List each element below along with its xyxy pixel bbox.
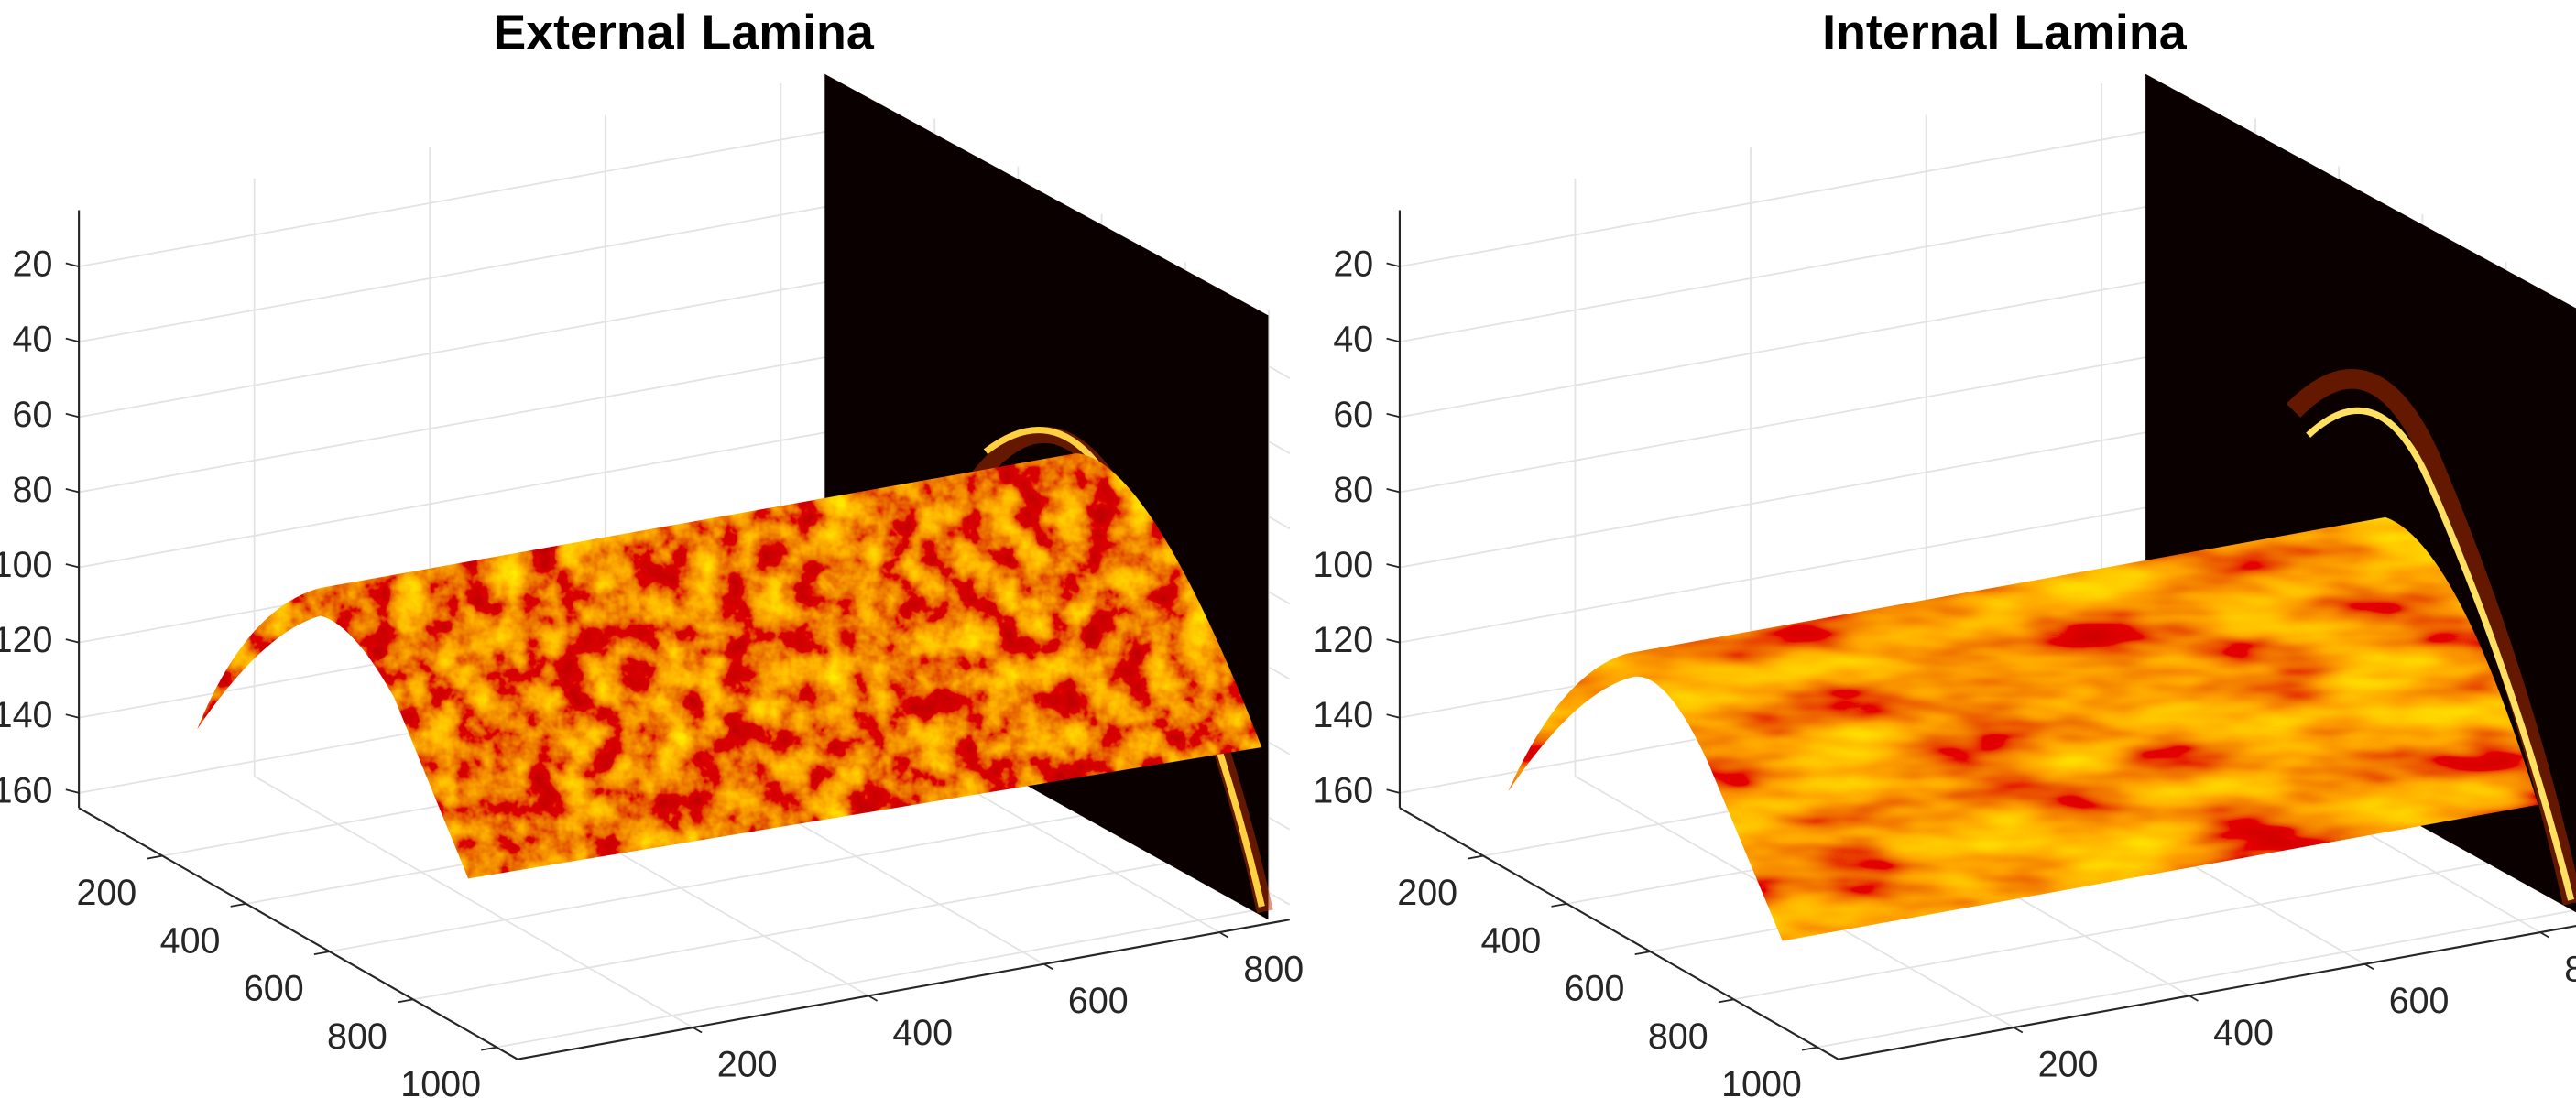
x-tick-label: 600 <box>1068 981 1129 1021</box>
z-tick-label: 160 <box>0 770 52 810</box>
y-tick-label: 200 <box>1397 873 1457 913</box>
x-tick <box>1043 962 1053 971</box>
x-tick-label: 400 <box>2213 1013 2274 1053</box>
grid-line <box>78 125 852 268</box>
grid-line <box>1399 125 2172 268</box>
x-axis <box>1838 924 2576 1060</box>
z-tick <box>65 563 80 569</box>
grid-line <box>1399 352 2172 494</box>
z-tick-label: 100 <box>1313 545 1373 585</box>
x-tick-label: 800 <box>1243 950 1304 990</box>
z-tick <box>1386 262 1401 267</box>
grid-line <box>1733 859 2506 1001</box>
z-tick <box>1386 788 1401 794</box>
z-tick-label: 80 <box>13 470 53 510</box>
y-tick <box>481 1046 497 1051</box>
z-tick-label: 160 <box>1313 770 1373 810</box>
surface <box>197 452 1262 879</box>
slice-arch <box>2306 407 2575 901</box>
x-tick-label: 600 <box>2389 981 2450 1021</box>
y-tick-label: 800 <box>1648 1016 1708 1057</box>
grid-line <box>78 352 852 494</box>
z-tick-label: 60 <box>1333 395 1373 435</box>
x-tick-label: 200 <box>2038 1044 2099 1084</box>
grid-line <box>1399 427 2172 569</box>
grid-line <box>1399 201 2172 343</box>
x-tick <box>693 1027 703 1034</box>
chart-title: External Lamina <box>493 5 875 60</box>
y-tick <box>1551 902 1567 908</box>
y-tick <box>230 902 246 908</box>
x-tick <box>2539 931 2550 939</box>
z-tick <box>65 788 80 794</box>
axes: External Lamina 200 400 600 800 200 400 600 800 1… <box>0 5 2576 1098</box>
grid-line <box>1399 502 2172 644</box>
z-tick <box>1386 563 1401 569</box>
x-tick-label: 200 <box>717 1044 778 1084</box>
chart-title: Internal Lamina <box>1822 5 2188 60</box>
grid-line <box>329 810 1102 952</box>
y-tick-label: 1000 <box>400 1064 481 1098</box>
grid-line <box>496 907 1270 1049</box>
z-tick-label: 120 <box>0 620 52 660</box>
y-tick-label: 1000 <box>1721 1064 1802 1098</box>
surface <box>1508 516 2538 941</box>
grid-line <box>78 277 852 419</box>
z-tick-label: 100 <box>0 545 52 585</box>
z-tick-label: 80 <box>1333 470 1373 510</box>
y-tick <box>397 998 414 1004</box>
y-tick <box>147 854 163 860</box>
z-tick <box>65 713 80 719</box>
x-tick-label: 400 <box>892 1013 953 1053</box>
y-tick-label: 600 <box>244 969 304 1009</box>
z-tick-label: 140 <box>1313 695 1373 735</box>
grid-line <box>254 775 693 1028</box>
y-tick <box>1468 854 1484 860</box>
y-tick-label: 600 <box>1565 969 1625 1009</box>
x-tick <box>1218 931 1229 939</box>
z-tick <box>1386 337 1401 343</box>
z-tick <box>1386 713 1401 719</box>
z-tick <box>1386 487 1401 494</box>
z-tick <box>1386 638 1401 644</box>
z-tick-label: 20 <box>13 245 53 285</box>
z-tick <box>65 337 80 343</box>
y-tick-label: 400 <box>160 920 221 961</box>
x-tick <box>2013 1027 2024 1034</box>
z-tick-label: 40 <box>13 320 53 360</box>
z-tick-label: 60 <box>13 395 53 435</box>
y-axis <box>78 807 518 1060</box>
z-tick-label: 40 <box>1333 320 1373 360</box>
y-tick <box>1634 951 1651 956</box>
y-tick <box>313 951 330 956</box>
z-tick-label: 120 <box>1313 620 1373 660</box>
y-tick-label: 800 <box>327 1016 387 1057</box>
z-tick <box>65 412 80 419</box>
z-tick-label: 20 <box>1333 245 1373 285</box>
z-tick-label: 140 <box>0 695 52 735</box>
z-tick <box>65 487 80 494</box>
x-tick <box>868 995 879 1002</box>
y-tick-label: 400 <box>1480 920 1541 961</box>
x-axis <box>517 919 1290 1060</box>
z-tick <box>65 262 80 267</box>
y-tick-label: 200 <box>76 873 136 913</box>
z-tick <box>65 638 80 644</box>
grid-line <box>1817 908 2576 1049</box>
y-tick <box>1718 998 1734 1004</box>
z-tick <box>1386 412 1401 419</box>
y-axis <box>1399 807 1839 1060</box>
grid-line <box>412 859 1185 1001</box>
x-tick <box>2189 995 2199 1002</box>
x-tick-label: 800 <box>2564 950 2576 990</box>
panels <box>197 73 2576 941</box>
y-tick <box>1801 1046 1818 1051</box>
grid-line <box>78 201 852 343</box>
grid-line <box>78 427 852 569</box>
slice-arch <box>2286 369 2576 906</box>
grid-line <box>1399 277 2172 419</box>
x-tick <box>2363 962 2374 971</box>
